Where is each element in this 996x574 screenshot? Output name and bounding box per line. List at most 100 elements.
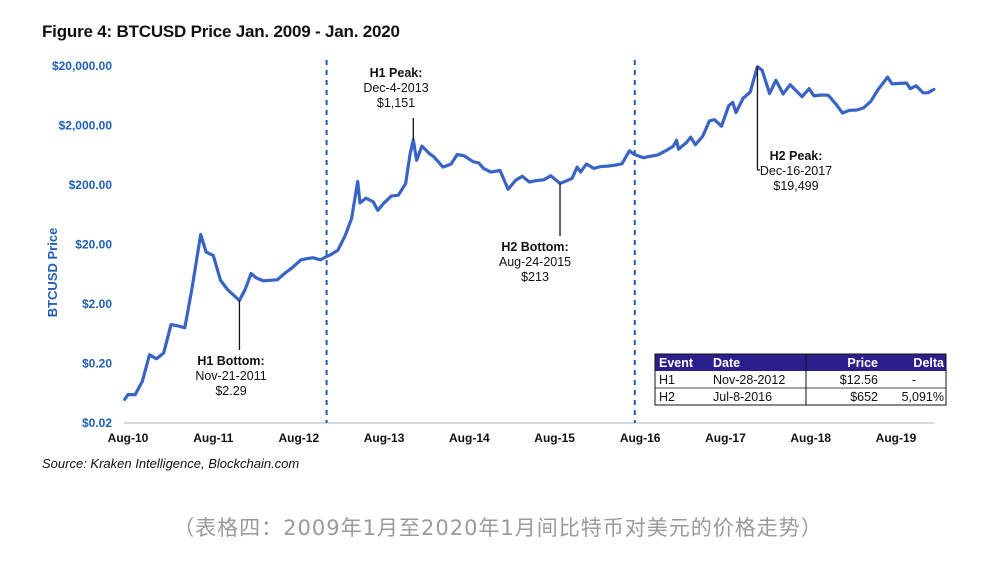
price-point: [676, 139, 678, 141]
price-point: [808, 88, 810, 90]
price-point: [291, 267, 293, 269]
price-point: [628, 150, 631, 152]
table-header-cell: Delta: [913, 356, 945, 370]
price-point: [769, 92, 771, 95]
price-point: [478, 162, 480, 164]
y-tick-label: $200.00: [69, 178, 113, 192]
price-point: [607, 165, 609, 167]
price-point: [490, 171, 492, 173]
table-border: [654, 353, 947, 406]
price-point: [870, 100, 872, 102]
price-point: [515, 179, 517, 181]
price-point: [849, 109, 851, 111]
price-point: [155, 358, 158, 360]
price-point: [694, 144, 696, 146]
annotation-price: $19,499: [773, 179, 818, 193]
price-point: [507, 188, 509, 190]
price-point: [585, 163, 588, 165]
price-point: [775, 79, 777, 81]
y-tick-label: $20.00: [75, 238, 112, 252]
annotation-price: $1,151: [377, 96, 415, 110]
x-tick-label: Aug-19: [876, 431, 917, 445]
table-cell: $12.56: [840, 373, 878, 387]
price-point: [915, 85, 917, 87]
price-point: [535, 180, 538, 182]
price-point: [642, 157, 645, 159]
price-point: [269, 279, 271, 281]
price-point: [148, 354, 151, 356]
price-point: [383, 202, 385, 204]
annotation-title: H1 Peak:: [370, 66, 423, 80]
x-tick-label: Aug-11: [193, 431, 233, 445]
price-point: [372, 201, 374, 203]
halving-lines: [325, 60, 636, 423]
price-point: [564, 180, 566, 182]
price-point: [614, 164, 616, 166]
table-header-cell: Price: [847, 356, 878, 370]
price-point: [933, 88, 935, 90]
price-point: [141, 380, 143, 382]
price-point: [571, 177, 573, 179]
price-point: [250, 272, 252, 275]
price-point: [428, 152, 430, 154]
price-point: [891, 83, 893, 85]
annotation-title: H2 Peak:: [770, 149, 823, 163]
price-point: [580, 171, 582, 173]
price-point: [841, 112, 844, 114]
price-point: [319, 259, 321, 261]
price-point: [170, 324, 172, 326]
x-tick-label: Aug-16: [620, 431, 661, 445]
price-point: [621, 163, 623, 165]
price-point: [409, 153, 411, 156]
price-point: [633, 153, 636, 156]
price-point: [326, 255, 328, 258]
price-point: [416, 159, 418, 161]
price-series: [123, 65, 936, 401]
axes: $0.02 $0.20 $2.00 $20.00 $200.00 $2,000.00 $20…: [45, 59, 934, 445]
price-point: [735, 112, 737, 114]
price-point: [550, 175, 552, 177]
y-tick-label: $20,000.00: [52, 59, 112, 73]
price-point: [685, 142, 688, 144]
price-point: [909, 88, 911, 90]
price-point: [801, 96, 803, 98]
price-point: [472, 161, 474, 163]
table-header-cell: Date: [713, 356, 740, 370]
price-point: [330, 254, 332, 256]
price-point: [677, 148, 680, 150]
annotation-date: Dec-16-2017: [760, 164, 832, 178]
price-point: [862, 107, 865, 109]
price-point: [191, 288, 193, 291]
price-point: [720, 125, 723, 127]
price-point: [543, 179, 545, 181]
table-cell: H1: [659, 373, 675, 387]
table-cell: Nov-28-2012: [713, 373, 785, 387]
price-point: [456, 153, 458, 156]
y-axis-label: BTCUSD Price: [45, 228, 60, 318]
chart-title: Figure 4: BTCUSD Price Jan. 2009 - Jan. …: [42, 22, 400, 41]
price-point: [657, 154, 659, 156]
price-point: [898, 82, 900, 84]
annotation-date: Nov-21-2011: [195, 369, 266, 383]
price-point: [351, 217, 353, 219]
price-point: [344, 235, 346, 237]
price-point: [163, 352, 165, 354]
table-header-cell: Event: [659, 356, 694, 370]
price-point: [827, 94, 829, 96]
price-point: [405, 183, 407, 185]
table-header-row: [655, 354, 946, 371]
price-point: [184, 327, 186, 329]
y-tick-label: $0.02: [82, 416, 112, 430]
price-point: [442, 166, 444, 168]
price-line: [123, 65, 936, 401]
price-point: [813, 95, 815, 97]
price-point: [421, 145, 423, 147]
price-point: [365, 197, 367, 199]
price-point: [262, 280, 264, 282]
price-point: [701, 136, 704, 138]
price-point: [305, 258, 307, 260]
price-point: [728, 105, 730, 107]
table-cell: Jul-8-2016: [713, 390, 772, 404]
table-cell: -: [912, 373, 916, 387]
btc-price-chart: $0.02 $0.20 $2.00 $20.00 $200.00 $2,000.00 $20…: [45, 59, 947, 445]
